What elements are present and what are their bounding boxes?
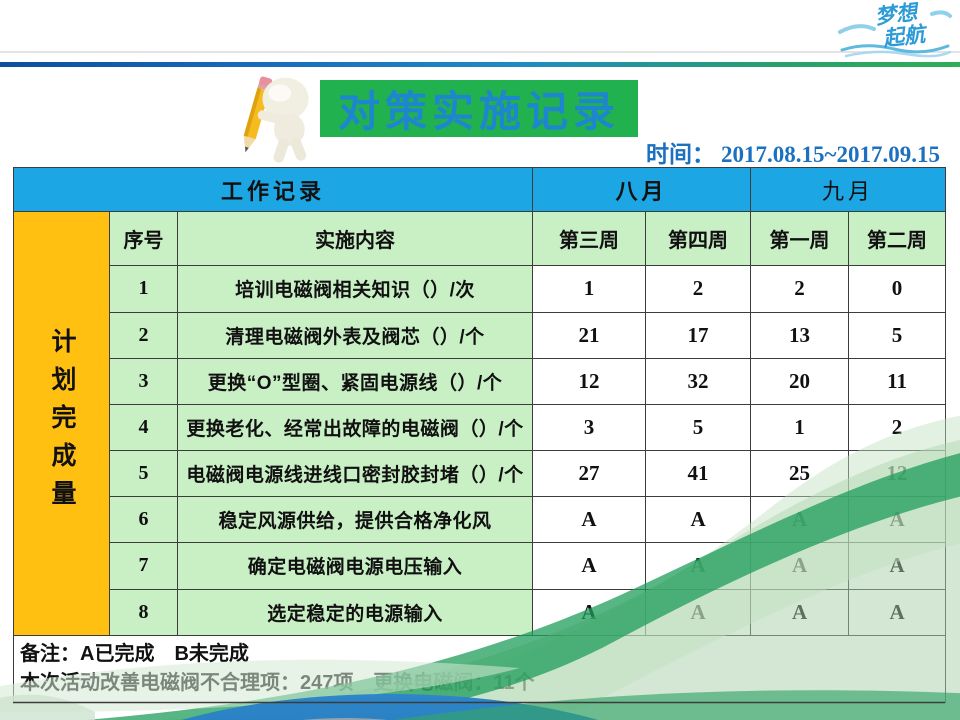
row-content: 清理电磁阀外表及阀芯（）/个 (176, 311, 534, 359)
side-label-cell: 计划完成量 (13, 211, 110, 636)
row-content: 选定稳定的电源输入 (176, 588, 534, 636)
col-header-seq: 序号 (109, 211, 178, 267)
row-value: 21 (532, 311, 647, 359)
row-value: A (645, 542, 752, 590)
table-row: 8 选定稳定的电源输入 A A A A (14, 588, 947, 636)
col-header-week2: 第二周 (848, 211, 947, 267)
pencil-character-icon (226, 70, 322, 166)
logo-text-line1: 梦想 (874, 2, 922, 29)
row-value: 32 (645, 357, 752, 405)
row-value: 2 (750, 265, 850, 313)
row-value: A (750, 588, 850, 636)
row-value: 12 (848, 450, 947, 498)
row-value: 0 (848, 265, 947, 313)
row-seq: 1 (109, 265, 178, 313)
row-value: 5 (848, 311, 947, 359)
row-value: A (848, 588, 947, 636)
row-value: 3 (532, 403, 647, 452)
row-seq: 5 (109, 450, 178, 498)
col-header-week1: 第一周 (750, 211, 850, 267)
top-hairline (0, 51, 960, 53)
row-value: A (645, 496, 752, 544)
col-header-week3: 第三周 (532, 211, 647, 267)
row-value: A (532, 588, 647, 636)
row-content: 更换老化、经常出故障的电磁阀（）/个 (176, 403, 534, 452)
table-row: 6 稳定风源供给，提供合格净化风 A A A A (14, 496, 947, 544)
logo-text-line2: 起航 (881, 22, 930, 51)
table-row: 7 确定电磁阀电源电压输入 A A A A (14, 542, 947, 590)
row-value: 1 (532, 265, 647, 313)
table-subheader-row: 计划完成量 序号 实施内容 第三周 第四周 第一周 第二周 (13, 211, 947, 636)
table-footer-row: 备注：A已完成 B未完成 本次活动改善电磁阀不合理项：247项 更换电磁阀：11… (12, 634, 947, 704)
time-label: 时间： (646, 142, 716, 167)
header-work-record: 工作记录 (12, 166, 534, 213)
row-value: 25 (750, 450, 850, 498)
table-row: 2 清理电磁阀外表及阀芯（）/个 21 17 13 5 (14, 311, 947, 359)
record-table: 工作记录 八月 九月 计划完成量 序号 实施内容 第三周 第四周 第一周 第二周… (12, 166, 947, 704)
row-value: 1 (750, 403, 850, 452)
remarks-cell: 备注：A已完成 B未完成 本次活动改善电磁阀不合理项：247项 更换电磁阀：11… (12, 634, 947, 704)
page-title: 对策实施记录 (320, 80, 638, 137)
row-content: 电磁阀电源线进线口密封胶封堵（）/个 (176, 450, 534, 498)
row-value: A (532, 542, 647, 590)
row-value: 2 (645, 265, 752, 313)
row-seq: 2 (109, 311, 178, 359)
row-value: 13 (750, 311, 850, 359)
row-value: A (532, 496, 647, 544)
header-august: 八月 (532, 166, 752, 213)
col-header-week4: 第四周 (645, 211, 752, 267)
logo-wave-icon (840, 44, 950, 54)
table-header-row: 工作记录 八月 九月 (12, 166, 947, 213)
table-row: 3 更换“O”型圈、紧固电源线（）/个 12 32 20 11 (14, 357, 947, 405)
row-seq: 6 (109, 496, 178, 544)
row-content: 更换“O”型圈、紧固电源线（）/个 (176, 357, 534, 405)
header-september: 九月 (750, 166, 947, 213)
side-label: 计划完成量 (48, 328, 76, 519)
row-value: A (645, 588, 752, 636)
col-header-content: 实施内容 (176, 211, 534, 267)
row-value: 12 (532, 357, 647, 405)
table-row: 1 培训电磁阀相关知识（）/次 1 2 2 0 (14, 265, 947, 313)
row-content: 确定电磁阀电源电压输入 (176, 542, 534, 590)
row-value: A (848, 542, 947, 590)
logo-wing2-icon (930, 10, 952, 18)
row-value: 27 (532, 450, 647, 498)
page-title-text: 对策实施记录 (337, 90, 620, 136)
row-seq: 8 (109, 588, 178, 636)
row-value: A (750, 496, 850, 544)
logo: 梦想 起航 (836, 0, 954, 60)
row-value: A (750, 542, 850, 590)
row-value: 5 (645, 403, 752, 452)
time-range: 时间： 2017.08.15~2017.09.15 (646, 135, 940, 169)
table-row: 4 更换老化、经常出故障的电磁阀（）/个 3 5 1 2 (14, 403, 947, 452)
logo-wave2-icon (844, 50, 952, 58)
table-row: 5 电磁阀电源线进线口密封胶封堵（）/个 27 41 25 12 (14, 450, 947, 498)
row-content: 培训电磁阀相关知识（）/次 (176, 265, 534, 313)
row-seq: 3 (109, 357, 178, 405)
row-value: 2 (848, 403, 947, 452)
row-value: 11 (848, 357, 947, 405)
row-content: 稳定风源供给，提供合格净化风 (176, 496, 534, 544)
row-value: 41 (645, 450, 752, 498)
row-value: 20 (750, 357, 850, 405)
remarks-line1: 备注：A已完成 B未完成 (20, 642, 249, 665)
logo-wing-icon (838, 24, 876, 34)
row-value: 17 (645, 311, 752, 359)
header-divider-bar (0, 62, 960, 67)
logo-graphic: 梦想 起航 (838, 0, 952, 58)
row-seq: 4 (109, 403, 178, 452)
time-value: 2017.08.15~2017.09.15 (721, 142, 940, 167)
row-value: A (848, 496, 947, 544)
remarks-line2: 本次活动改善电磁阀不合理项：247项 更换电磁阀：11个 (20, 671, 535, 694)
row-seq: 7 (109, 542, 178, 590)
